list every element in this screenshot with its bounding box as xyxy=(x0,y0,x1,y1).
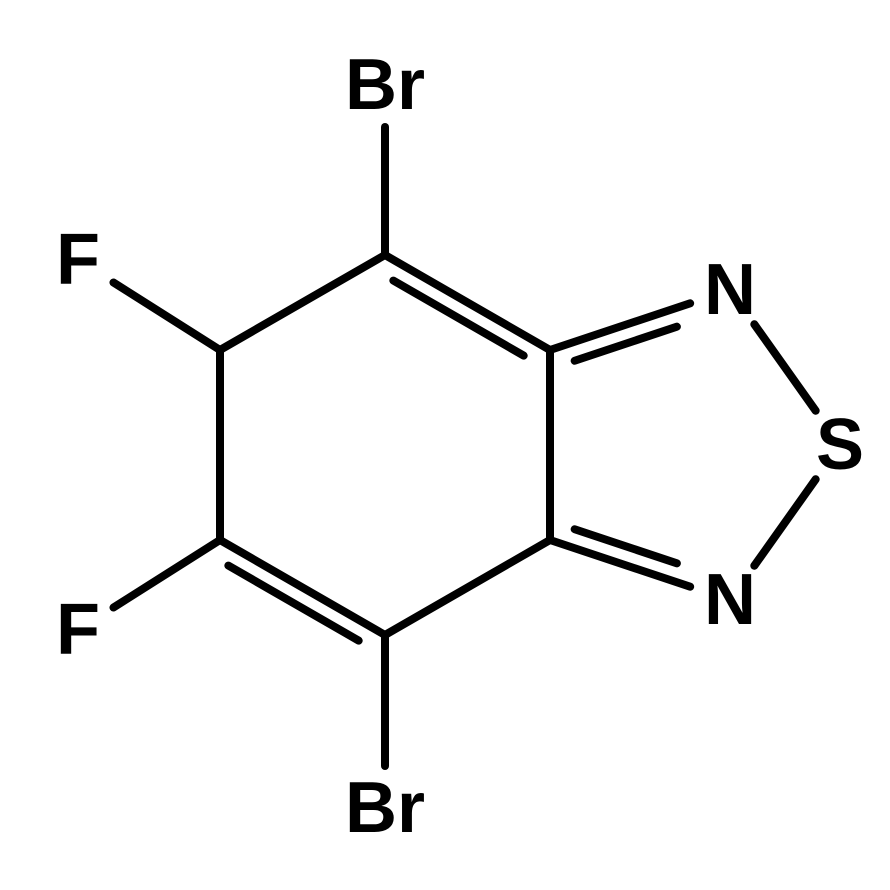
bond xyxy=(220,255,385,350)
molecule-diagram: N NS Br Br F F xyxy=(0,0,890,890)
atom-label-br: Br xyxy=(345,45,425,125)
bonds-group xyxy=(113,127,815,766)
bond-inner xyxy=(575,327,677,361)
atom-label-br: Br xyxy=(345,768,425,848)
bond-inner xyxy=(393,281,523,356)
atom-label-f: F xyxy=(56,220,100,300)
atom-label-s: S xyxy=(816,405,864,485)
bond xyxy=(113,282,220,350)
bond xyxy=(220,540,385,635)
atom-label-f: F xyxy=(56,590,100,670)
bond-inner xyxy=(575,529,677,563)
bond xyxy=(385,255,550,350)
bond xyxy=(385,540,550,635)
bond xyxy=(754,479,815,565)
atom-label-n: N xyxy=(704,250,756,330)
bond xyxy=(754,324,815,410)
bond-inner xyxy=(228,566,358,641)
atom-label-n: N xyxy=(704,560,756,640)
bond xyxy=(113,540,220,608)
atom-labels-group: N NS Br Br F F xyxy=(56,45,864,848)
